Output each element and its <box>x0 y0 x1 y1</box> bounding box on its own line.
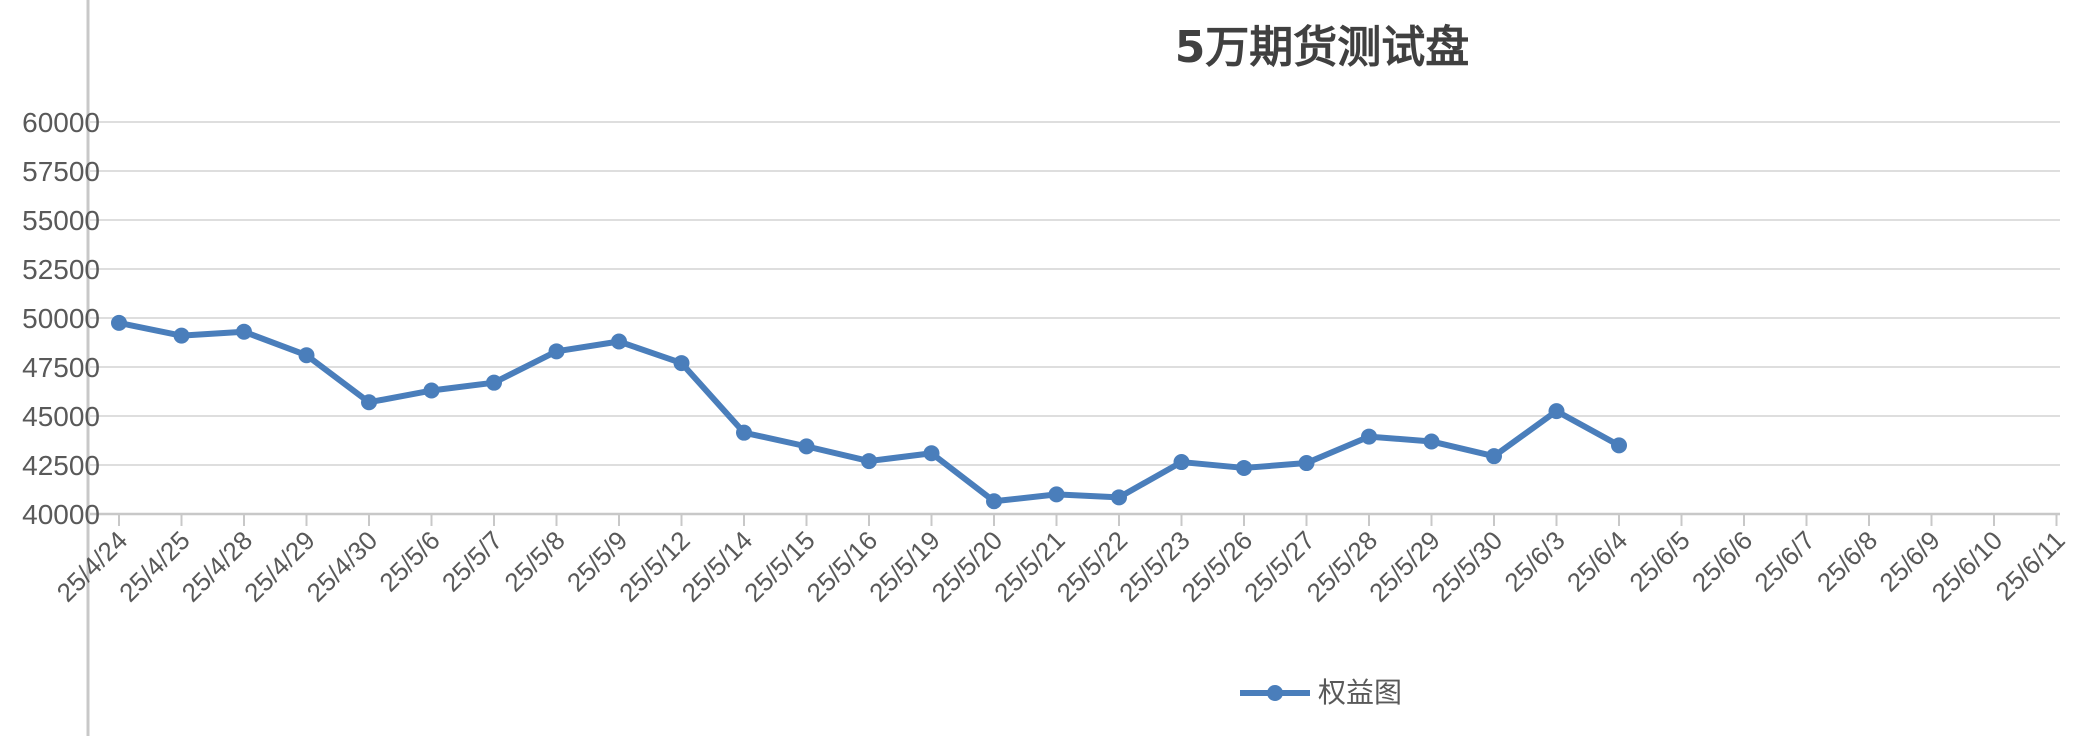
x-tick-label: 25/6/8 <box>1811 525 1883 597</box>
x-tick-label: 25/5/8 <box>498 525 570 597</box>
data-point <box>361 394 377 411</box>
data-point <box>111 314 127 331</box>
x-axis-tick-labels: 25/4/2425/4/2525/4/2825/4/2925/4/3025/5/… <box>51 525 2071 608</box>
data-point <box>986 493 1002 510</box>
y-tick-label: 42500 <box>22 450 100 481</box>
data-point <box>486 374 502 391</box>
data-point <box>673 355 690 372</box>
data-point <box>173 327 190 344</box>
y-tick-label: 55000 <box>22 205 100 236</box>
x-tick-label: 25/5/7 <box>436 525 508 597</box>
data-point <box>1298 455 1315 472</box>
x-tick-label: 25/6/4 <box>1561 525 1633 597</box>
x-tick-label: 25/6/6 <box>1686 525 1758 597</box>
x-tick-label: 25/4/30 <box>301 525 384 608</box>
x-tick-label: 25/6/11 <box>1990 525 2071 606</box>
y-tick-label: 52500 <box>22 254 100 285</box>
x-tick-label: 25/6/5 <box>1623 525 1695 597</box>
data-point <box>1361 428 1377 445</box>
y-tick-label: 47500 <box>22 352 100 383</box>
legend-label-equity: 权益图 <box>1318 676 1402 709</box>
data-point <box>611 333 627 350</box>
axes <box>86 0 2058 736</box>
data-point <box>1611 437 1627 454</box>
x-tick-label: 25/6/10 <box>1926 525 2009 608</box>
y-tick-label: 57500 <box>22 156 100 187</box>
y-axis-tick-labels: 40000 42500 45000 47500 50000 52500 55000 57500… <box>22 107 100 530</box>
data-point <box>923 445 940 462</box>
data-point <box>298 347 315 364</box>
data-point <box>861 453 877 470</box>
data-point <box>1423 433 1440 450</box>
series-equity <box>111 314 1627 510</box>
x-tick-label: 25/5/30 <box>1426 525 1509 608</box>
data-point <box>423 382 440 399</box>
data-point <box>1548 403 1565 420</box>
data-point <box>1486 448 1502 465</box>
gridlines <box>90 121 2060 516</box>
x-tick-label: 25/5/6 <box>373 525 445 597</box>
chart-title: 5万期货测试盘 <box>1175 22 1470 73</box>
legend-marker <box>1267 685 1283 701</box>
data-point <box>1111 489 1127 506</box>
data-point <box>798 438 815 455</box>
series-line-equity <box>118 319 1621 505</box>
y-tick-label: 50000 <box>22 303 100 334</box>
data-point <box>1048 486 1065 503</box>
y-tick-label: 60000 <box>22 107 100 138</box>
data-point <box>236 323 252 340</box>
legend: 权益图 <box>1240 676 1402 709</box>
y-tick-label: 40000 <box>22 499 100 530</box>
data-point <box>736 424 752 441</box>
data-point <box>1236 459 1252 476</box>
y-tick-label: 45000 <box>22 401 100 432</box>
data-point <box>1173 454 1190 471</box>
x-tick-label: 25/6/7 <box>1748 525 1820 597</box>
data-point <box>548 343 565 360</box>
x-tick-label: 25/6/3 <box>1498 525 1570 597</box>
